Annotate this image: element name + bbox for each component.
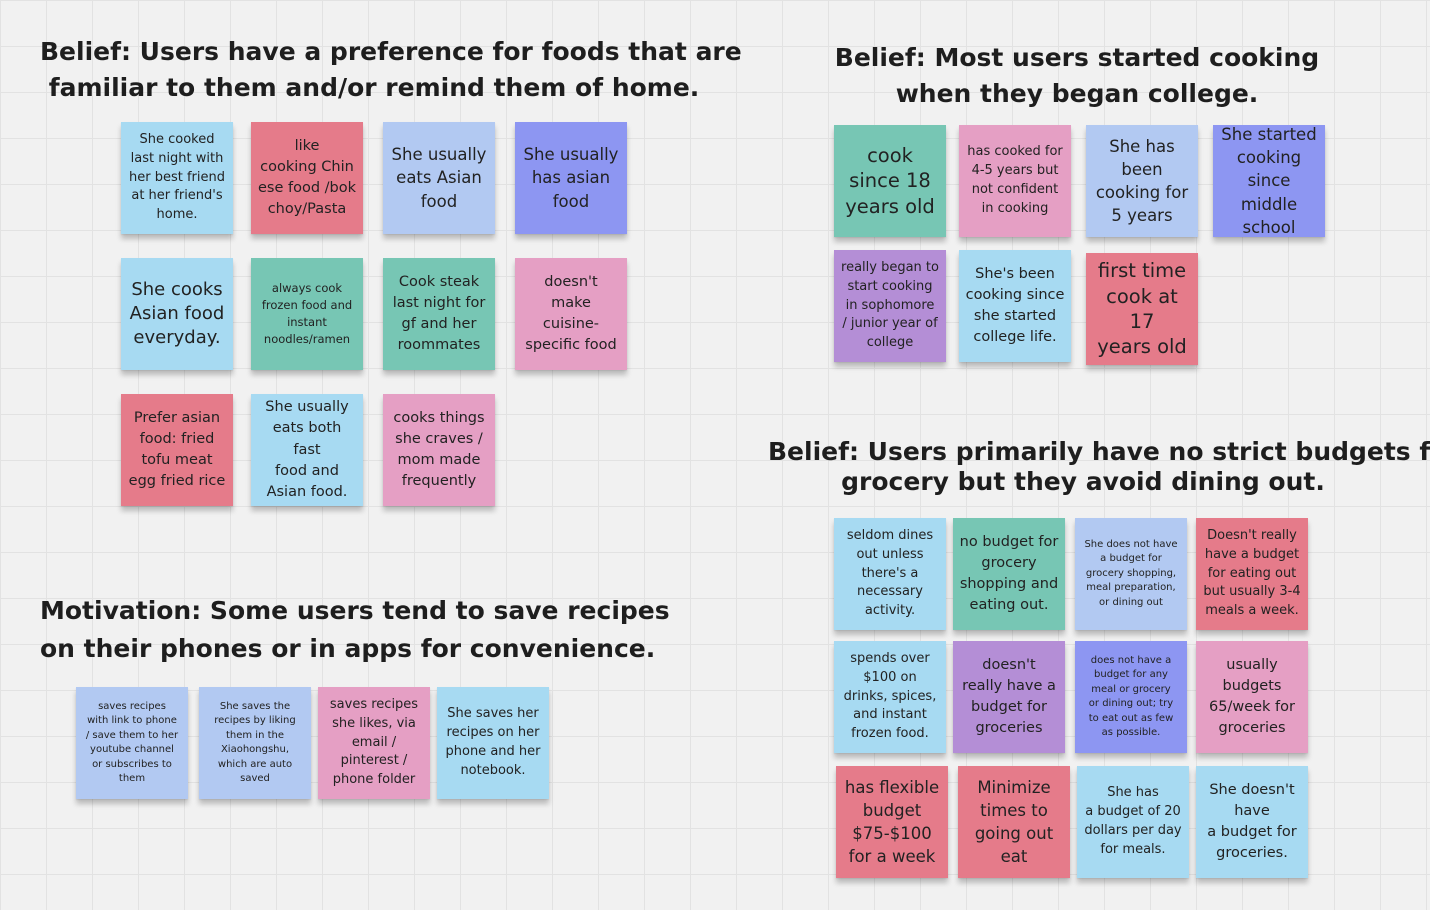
sticky-note[interactable]: She cooked last night with her best friend… bbox=[121, 122, 233, 234]
sticky-note[interactable]: saves recipes she likes, via email / pinter… bbox=[318, 687, 430, 799]
sticky-note[interactable]: has flexible budget $75-$100 for a week bbox=[836, 766, 948, 878]
sticky-note[interactable]: spends over $100 on drinks, spices, and ins… bbox=[834, 641, 946, 753]
sticky-note[interactable]: She's been cooking since she started colleg… bbox=[959, 250, 1071, 362]
note-text: seldom dines out unless there's a necessary… bbox=[846, 527, 934, 619]
sticky-note[interactable]: has cooked for 4-5 years but not confident… bbox=[959, 125, 1071, 237]
note-text: Minimize times to going out eat bbox=[974, 777, 1054, 867]
note-text: usually budgets 65/week for groceries bbox=[1209, 656, 1295, 737]
heading-line: Belief: Most users started cooking bbox=[834, 43, 1320, 72]
note-text: really began to start cooking in sophomore… bbox=[841, 259, 939, 351]
sticky-note[interactable]: Cook steak last night for gf and her roomma… bbox=[383, 258, 495, 370]
sticky-note[interactable]: She saves her recipes on her phone and her… bbox=[437, 687, 549, 799]
sticky-note[interactable]: She has been cooking for 5 years bbox=[1086, 125, 1198, 237]
sticky-note[interactable]: Minimize times to going out eat bbox=[958, 766, 1070, 878]
note-text: cooks things she craves / mom made frequent… bbox=[393, 409, 485, 490]
note-text: always cook frozen food and instant noodles… bbox=[261, 280, 353, 347]
note-text: Doesn't really have a budget for eating ou… bbox=[1203, 527, 1301, 619]
note-text: She cooks Asian food everyday. bbox=[129, 278, 225, 349]
note-text: no budget for grocery shopping and eating o… bbox=[959, 533, 1059, 614]
sticky-note[interactable]: She saves the recipes by liking them in th… bbox=[199, 687, 311, 799]
heading-line: Motivation: Some users tend to save reci… bbox=[40, 596, 670, 625]
sticky-note[interactable]: Doesn't really have a budget for eating ou… bbox=[1196, 518, 1308, 630]
note-text: She doesn't have a budget for groceries. bbox=[1207, 781, 1297, 862]
sticky-note[interactable]: does not have a budget for any meal or gro… bbox=[1075, 641, 1187, 753]
note-text: Prefer asian food: fried tofu meat egg frie… bbox=[128, 409, 226, 490]
note-text: She saves her recipes on her phone and her… bbox=[445, 706, 541, 778]
heading-line: familiar to them and/or remind them of h… bbox=[48, 73, 700, 102]
heading-line: Belief: Users have a preference for food… bbox=[40, 37, 742, 66]
sticky-note[interactable]: always cook frozen food and instant noodles… bbox=[251, 258, 363, 370]
note-text: like cooking Chin ese food /bok choy/Pasta bbox=[257, 137, 357, 218]
sticky-note[interactable]: She does not have a budget for grocery sho… bbox=[1075, 518, 1187, 630]
note-text: has cooked for 4-5 years but not confident… bbox=[967, 144, 1063, 216]
sticky-note[interactable]: like cooking Chin ese food /bok choy/Pasta bbox=[251, 122, 363, 234]
sticky-note[interactable]: She has a budget of 20 dollars per day for … bbox=[1077, 766, 1189, 878]
note-text: She's been cooking since she started colleg… bbox=[965, 265, 1065, 346]
note-text: She usually has asian food bbox=[523, 145, 619, 211]
sticky-note[interactable]: doesn't make cuisine-specific food bbox=[515, 258, 627, 370]
heading-line: on their phones or in apps for convenien… bbox=[40, 634, 656, 663]
heading-line: grocery but they avoid dining out. bbox=[841, 467, 1325, 496]
sticky-note[interactable]: first time cook at 17 years old bbox=[1086, 253, 1198, 365]
note-text: spends over $100 on drinks, spices, and ins… bbox=[843, 650, 937, 742]
note-text: has flexible budget $75-$100 for a week bbox=[844, 777, 940, 867]
note-text: She usually eats Asian food bbox=[391, 145, 487, 211]
sticky-note[interactable]: She cooks Asian food everyday. bbox=[121, 258, 233, 370]
note-text: first time cook at 17 years old bbox=[1097, 259, 1187, 359]
note-text: does not have a budget for any meal or gro… bbox=[1088, 654, 1174, 739]
heading-line: Belief: Users primarily have no strict b… bbox=[768, 437, 1430, 466]
sticky-note[interactable]: usually budgets 65/week for groceries bbox=[1196, 641, 1308, 753]
note-text: Cook steak last night for gf and her roomma… bbox=[392, 273, 486, 354]
sticky-note[interactable]: She doesn't have a budget for groceries. bbox=[1196, 766, 1308, 878]
sticky-note[interactable]: cooks things she craves / mom made frequent… bbox=[383, 394, 495, 506]
note-text: She has been cooking for 5 years bbox=[1095, 136, 1189, 226]
sticky-note[interactable]: She usually has asian food bbox=[515, 122, 627, 234]
heading-college-cooking: Belief: Most users started cooking when … bbox=[820, 40, 1334, 112]
note-text: She saves the recipes by liking them in th… bbox=[214, 700, 296, 785]
heading-line: when they began college. bbox=[895, 79, 1259, 108]
note-text: She has a budget of 20 dollars per day for … bbox=[1084, 785, 1182, 857]
heading-budgets: Belief: Users primarily have no strict b… bbox=[768, 437, 1430, 497]
sticky-note[interactable]: cook since 18 years old bbox=[834, 125, 946, 237]
heading-familiar-foods: Belief: Users have a preference for food… bbox=[40, 34, 742, 106]
note-text: She cooked last night with her best friend… bbox=[129, 131, 225, 223]
note-text: doesn't really have a budget for groceries bbox=[962, 656, 1056, 737]
note-text: She does not have a budget for grocery sho… bbox=[1084, 538, 1178, 608]
note-text: doesn't make cuisine-specific food bbox=[525, 273, 617, 354]
sticky-note[interactable]: She usually eats both fast food and Asian f… bbox=[251, 394, 363, 506]
sticky-note[interactable]: She usually eats Asian food bbox=[383, 122, 495, 234]
note-text: saves recipes she likes, via email / pinter… bbox=[329, 696, 419, 788]
heading-save-recipes: Motivation: Some users tend to save reci… bbox=[40, 592, 670, 668]
note-text: She usually eats both fast food and Asian f… bbox=[265, 399, 349, 500]
sticky-note[interactable]: seldom dines out unless there's a necessary… bbox=[834, 518, 946, 630]
sticky-note[interactable]: saves recipes with link to phone / save th… bbox=[76, 687, 188, 799]
sticky-note[interactable]: Prefer asian food: fried tofu meat egg frie… bbox=[121, 394, 233, 506]
sticky-note[interactable]: really began to start cooking in sophomore… bbox=[834, 250, 946, 362]
sticky-note[interactable]: doesn't really have a budget for groceries bbox=[953, 641, 1065, 753]
note-text: cook since 18 years old bbox=[845, 143, 935, 218]
note-text: saves recipes with link to phone / save th… bbox=[85, 700, 179, 785]
note-text: She started cooking since middle school bbox=[1221, 125, 1317, 237]
sticky-note[interactable]: no budget for grocery shopping and eating o… bbox=[953, 518, 1065, 630]
sticky-note[interactable]: She started cooking since middle school bbox=[1213, 125, 1325, 237]
